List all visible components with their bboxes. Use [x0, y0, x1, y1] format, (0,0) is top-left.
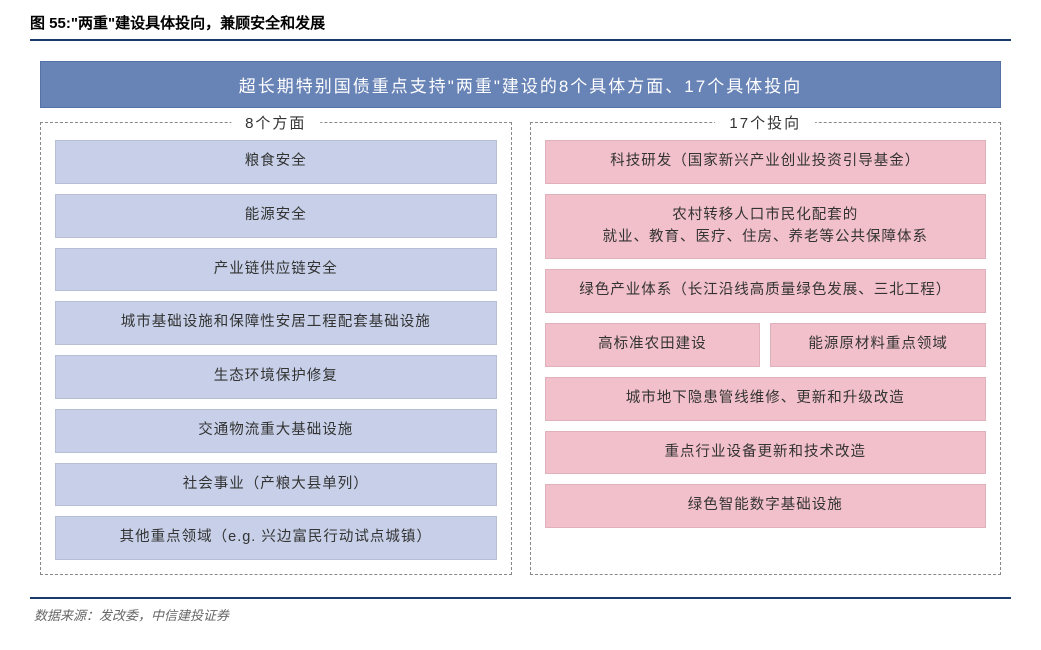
figure-title: 图 55:"两重"建设具体投向，兼顾安全和发展	[30, 12, 1011, 41]
left-item: 生态环境保护修复	[55, 355, 497, 399]
right-item: 农村转移人口市民化配套的 就业、教育、医疗、住房、养老等公共保障体系	[545, 194, 987, 260]
left-item: 社会事业（产粮大县单列）	[55, 463, 497, 507]
left-item: 产业链供应链安全	[55, 248, 497, 292]
right-column: 17个投向 科技研发（国家新兴产业创业投资引导基金） 农村转移人口市民化配套的 …	[530, 122, 1002, 575]
left-item: 其他重点领域（e.g. 兴边富民行动试点城镇）	[55, 516, 497, 560]
right-item-row: 高标准农田建设 能源原材料重点领域	[545, 323, 987, 367]
left-item: 城市基础设施和保障性安居工程配套基础设施	[55, 301, 497, 345]
right-items: 科技研发（国家新兴产业创业投资引导基金） 农村转移人口市民化配套的 就业、教育、…	[545, 140, 987, 528]
right-item: 能源原材料重点领域	[770, 323, 986, 367]
left-column: 8个方面 粮食安全 能源安全 产业链供应链安全 城市基础设施和保障性安居工程配套…	[40, 122, 512, 575]
right-item: 绿色智能数字基础设施	[545, 484, 987, 528]
right-item: 重点行业设备更新和技术改造	[545, 431, 987, 475]
columns-container: 8个方面 粮食安全 能源安全 产业链供应链安全 城市基础设施和保障性安居工程配套…	[40, 122, 1001, 575]
left-column-title: 8个方面	[231, 112, 320, 133]
right-item: 高标准农田建设	[545, 323, 761, 367]
right-item: 科技研发（国家新兴产业创业投资引导基金）	[545, 140, 987, 184]
source-rule	[30, 597, 1011, 599]
right-item-line: 农村转移人口市民化配套的	[672, 207, 858, 223]
right-item: 城市地下隐患管线维修、更新和升级改造	[545, 377, 987, 421]
diagram-banner: 超长期特别国债重点支持"两重"建设的8个具体方面、17个具体投向	[40, 61, 1001, 108]
left-item: 粮食安全	[55, 140, 497, 184]
right-item: 绿色产业体系（长江沿线高质量绿色发展、三北工程）	[545, 269, 987, 313]
source-attribution: 数据来源：发改委，中信建投证券	[30, 605, 1011, 624]
left-item: 能源安全	[55, 194, 497, 238]
right-item-line: 就业、教育、医疗、住房、养老等公共保障体系	[603, 229, 929, 245]
left-items: 粮食安全 能源安全 产业链供应链安全 城市基础设施和保障性安居工程配套基础设施 …	[55, 140, 497, 560]
left-item: 交通物流重大基础设施	[55, 409, 497, 453]
right-column-title: 17个投向	[715, 112, 815, 133]
